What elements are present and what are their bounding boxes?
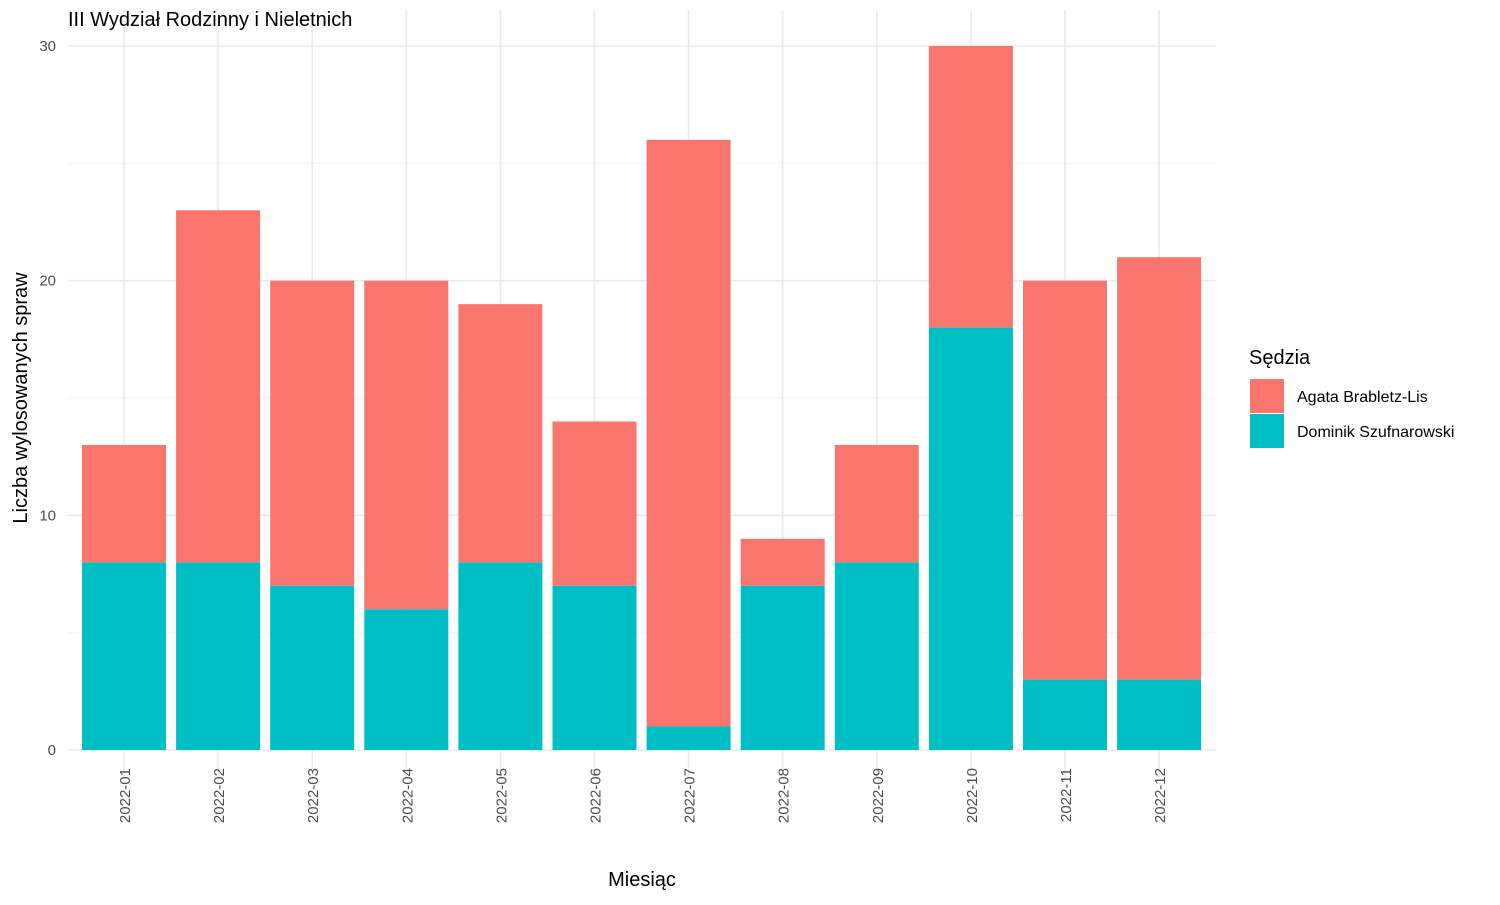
y-tick-label: 0 bbox=[48, 742, 56, 759]
legend-label: Agata Brabletz-Lis bbox=[1297, 389, 1428, 406]
bar-segment bbox=[364, 609, 449, 750]
bar-segment bbox=[834, 444, 919, 563]
x-tick-label: 2022-11 bbox=[1058, 768, 1075, 822]
bar-segment bbox=[364, 280, 449, 610]
bar-segment bbox=[82, 562, 166, 750]
y-axis-title: Liczba wylosowanych spraw bbox=[10, 272, 32, 524]
bar-segment bbox=[176, 210, 261, 563]
legend-label: Dominik Szufnarowski bbox=[1297, 424, 1454, 441]
bar-segment bbox=[1117, 679, 1202, 750]
bar-segment bbox=[740, 538, 825, 586]
x-axis-title: Miesiąc bbox=[608, 869, 676, 891]
axes: 0 10 20 30 2022-01 2022-02 2022-03 2022-04 2022-… bbox=[39, 38, 1169, 823]
bar-segment bbox=[1117, 257, 1202, 680]
bar-segment bbox=[646, 139, 731, 727]
y-tick-label: 30 bbox=[39, 38, 56, 55]
x-tick-label: 2022-12 bbox=[1152, 768, 1169, 823]
bar-segment bbox=[458, 562, 543, 750]
legend-swatch bbox=[1250, 379, 1284, 413]
bar-segment bbox=[270, 280, 355, 586]
legend: Sędzia Agata Brabletz-Lis Dominik Szufnar… bbox=[1249, 347, 1454, 448]
bar-segment bbox=[928, 46, 1013, 328]
x-tick-label: 2022-06 bbox=[588, 768, 605, 823]
y-tick-label: 10 bbox=[39, 507, 56, 524]
x-tick-label: 2022-05 bbox=[493, 768, 510, 823]
bar-segment bbox=[834, 562, 919, 750]
bar-segment bbox=[270, 585, 355, 750]
bar-segment bbox=[552, 421, 637, 586]
legend-swatch bbox=[1250, 414, 1284, 448]
x-tick-label: 2022-10 bbox=[964, 768, 981, 823]
chart-title: III Wydział Rodzinny i Nieletnich bbox=[68, 9, 352, 31]
x-tick-label: 2022-08 bbox=[776, 768, 793, 823]
bar-segment bbox=[1023, 280, 1107, 680]
x-tick-label: 2022-07 bbox=[682, 768, 699, 823]
x-tick-label: 2022-04 bbox=[399, 768, 416, 823]
bar-segment bbox=[82, 444, 166, 563]
bar-segment bbox=[740, 585, 825, 750]
bar-segment bbox=[928, 327, 1013, 750]
bar-segment bbox=[1023, 679, 1107, 750]
y-tick-label: 20 bbox=[39, 273, 56, 290]
bars bbox=[82, 46, 1202, 750]
bar-segment bbox=[176, 562, 261, 750]
bar-segment bbox=[646, 726, 731, 750]
bar-segment bbox=[458, 304, 543, 563]
x-tick-label: 2022-03 bbox=[305, 768, 322, 823]
legend-title: Sędzia bbox=[1249, 347, 1311, 369]
x-tick-label: 2022-09 bbox=[870, 768, 887, 823]
x-tick-label: 2022-02 bbox=[211, 768, 228, 823]
x-tick-label: 2022-01 bbox=[117, 768, 134, 823]
bar-segment bbox=[552, 585, 637, 750]
